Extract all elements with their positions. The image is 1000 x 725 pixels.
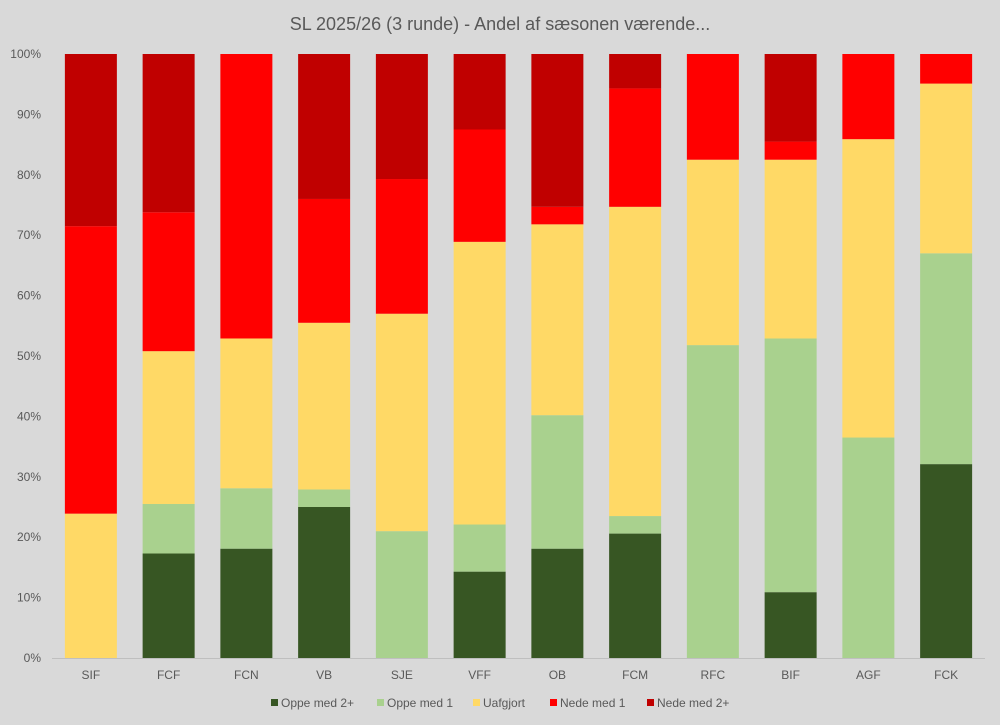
x-tick-label: SJE [391, 668, 413, 682]
y-tick-label: 0% [24, 651, 42, 665]
bar-segment [609, 88, 662, 207]
bar-segment [64, 226, 117, 514]
bar-segment [453, 524, 506, 572]
bar-segment [764, 338, 817, 593]
legend-label: Nede med 2+ [657, 696, 729, 710]
legend-swatch [271, 699, 278, 706]
bar-segment [220, 548, 273, 658]
bar-segment [375, 54, 428, 180]
x-tick-label: FCF [157, 668, 180, 682]
bar-segment [453, 571, 506, 658]
bar-segment [220, 488, 273, 549]
bar-segment [764, 141, 817, 160]
bar-segment [375, 313, 428, 532]
x-tick-label: FCM [622, 668, 648, 682]
bar-segment [764, 54, 817, 142]
y-tick-label: 10% [17, 591, 41, 605]
bar-segment [220, 338, 273, 489]
bar-segment [920, 253, 973, 465]
bar-segment [142, 503, 195, 554]
legend-swatch [473, 699, 480, 706]
bar-segment [220, 54, 273, 339]
x-axis: SIF FCF FCN VB SJE VFF OB FCM RFC BIF AGF FCK [52, 658, 985, 682]
bar-segment [609, 516, 662, 534]
bar-segment [298, 507, 351, 658]
bar-segment [142, 54, 195, 213]
x-tick-label: RFC [701, 668, 726, 682]
bar-segment [453, 54, 506, 130]
y-axis: 0% 10% 20% 30% 40% 50% 60% 70% 80% 90% 100% [10, 47, 41, 665]
bar-segment [531, 548, 584, 658]
bar-segment [609, 54, 662, 89]
bar-segment [64, 54, 117, 227]
bar-segment [842, 437, 895, 658]
bar-segment [375, 531, 428, 658]
legend-label: Oppe med 2+ [281, 696, 354, 710]
y-tick-label: 100% [10, 47, 41, 61]
bar-segment [453, 129, 506, 242]
x-tick-label: BIF [781, 668, 800, 682]
y-tick-label: 40% [17, 409, 41, 423]
legend-label: Uafgjort [483, 696, 526, 710]
bar-segment [686, 54, 739, 160]
bar-segment [764, 592, 817, 658]
bar-segment [64, 513, 117, 658]
legend-label: Nede med 1 [560, 696, 626, 710]
x-tick-label: FCN [234, 668, 259, 682]
bars [64, 54, 973, 658]
legend: Oppe med 2+ Oppe med 1 Uafgjort Nede med 1 N… [271, 696, 729, 710]
x-tick-label: SIF [82, 668, 101, 682]
bar-segment [842, 139, 895, 438]
bar-segment [142, 212, 195, 352]
x-tick-label: VFF [468, 668, 491, 682]
legend-swatch [550, 699, 557, 706]
bar-segment [609, 533, 662, 658]
bar-segment [453, 241, 506, 525]
bar-segment [298, 198, 351, 323]
y-tick-label: 90% [17, 107, 41, 121]
bar-segment [531, 415, 584, 549]
y-tick-label: 70% [17, 228, 41, 242]
legend-label: Oppe med 1 [387, 696, 453, 710]
y-tick-label: 50% [17, 349, 41, 363]
bar-segment [920, 54, 973, 84]
bar-segment [298, 489, 351, 507]
x-tick-label: AGF [856, 668, 881, 682]
bar-segment [531, 54, 584, 207]
y-tick-label: 20% [17, 530, 41, 544]
y-tick-label: 30% [17, 470, 41, 484]
legend-swatch [647, 699, 654, 706]
chart-title: SL 2025/26 (3 runde) - Andel af sæsonen … [290, 14, 711, 34]
bar-segment [375, 179, 428, 314]
bar-segment [686, 159, 739, 346]
bar-segment [142, 553, 195, 658]
bar-segment [920, 464, 973, 658]
x-tick-label: VB [316, 668, 332, 682]
y-tick-label: 60% [17, 289, 41, 303]
x-tick-label: OB [549, 668, 566, 682]
bar-segment [764, 159, 817, 339]
bar-segment [298, 322, 351, 490]
x-tick-label: FCK [934, 668, 958, 682]
bar-segment [920, 83, 973, 254]
bar-segment [531, 224, 584, 416]
y-tick-label: 80% [17, 168, 41, 182]
legend-swatch [377, 699, 384, 706]
bar-segment [609, 206, 662, 517]
bar-segment [531, 206, 584, 225]
bar-segment [842, 54, 895, 140]
bar-segment [686, 345, 739, 658]
bar-segment [142, 351, 195, 504]
bar-segment [298, 54, 351, 199]
